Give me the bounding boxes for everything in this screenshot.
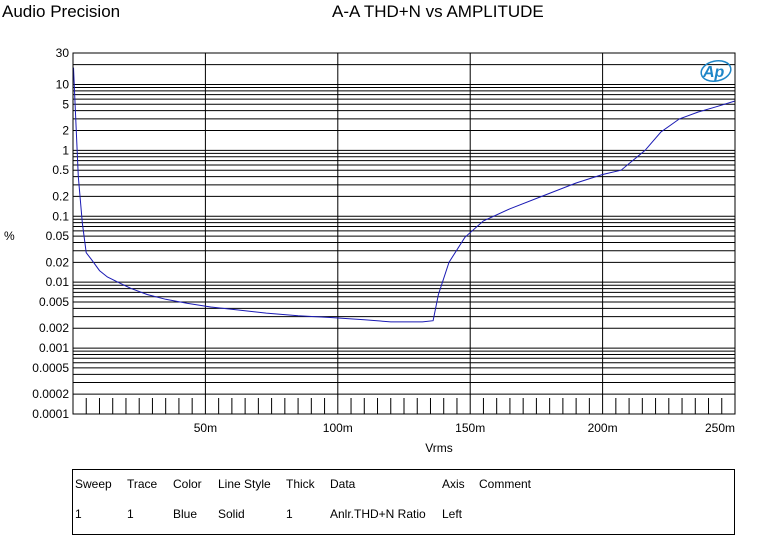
trace-legend-table: Sweep Trace Color Line Style Thick Data Axis Co… <box>72 469 735 535</box>
thd-n-trace-line <box>73 67 736 323</box>
ap-logo-icon: Ap <box>700 59 732 83</box>
y-tick-label: 0.01 <box>46 275 70 289</box>
legend-header-cell: Sweep <box>75 477 112 491</box>
y-tick-label: 2 <box>62 124 69 138</box>
y-tick-label: 5 <box>62 97 69 111</box>
y-tick-label: 0.05 <box>46 229 70 243</box>
thd-amplitude-chart: 30 10 5 2 1 0.5 0.2 0.1 0.05 0.02 0.01 0.005 0.002 0.… <box>4 46 736 455</box>
y-tick-label: 0.002 <box>39 321 69 335</box>
legend-header-cell: Comment <box>479 477 532 491</box>
legend-cell: 1 <box>286 507 293 521</box>
y-tick-label: 10 <box>56 77 70 91</box>
x-tick-labels: 50m 100m 150m 200m 250m <box>194 421 735 435</box>
y-tick-label: 0.001 <box>39 341 69 355</box>
logo-text: Ap <box>702 64 725 81</box>
legend-cell: Solid <box>218 507 245 521</box>
brand-name: Audio Precision <box>2 2 121 21</box>
plot-frame <box>72 52 736 415</box>
legend-cell: 1 <box>75 507 82 521</box>
legend-cell: 1 <box>127 507 134 521</box>
x-tick-label: 250m <box>705 421 735 435</box>
y-tick-label: 0.0005 <box>32 361 69 375</box>
x-axis-label: Vrms <box>425 441 453 455</box>
legend-header-cell: Color <box>173 477 202 491</box>
legend-header-cell: Trace <box>127 477 158 491</box>
chart-title: A-A THD+N vs AMPLITUDE <box>332 2 544 21</box>
legend-header-cell: Thick <box>286 477 315 491</box>
legend-header-cell: Line Style <box>218 477 271 491</box>
y-tick-label: 0.005 <box>39 295 69 309</box>
y-tick-label: 0.0001 <box>32 407 69 421</box>
x-tick-label: 100m <box>323 421 353 435</box>
legend-header-cell: Axis <box>442 477 465 491</box>
legend-cell: Anlr.THD+N Ratio <box>330 507 426 521</box>
y-axis-label: % <box>4 229 15 243</box>
y-tick-label: 0.5 <box>52 163 69 177</box>
y-tick-label: 30 <box>56 46 70 60</box>
legend-cell: Left <box>442 507 463 521</box>
legend-header-cell: Data <box>330 477 356 491</box>
legend-cell: Blue <box>173 507 198 521</box>
y-tick-label: 0.2 <box>52 189 69 203</box>
x-tick-label: 150m <box>455 421 485 435</box>
y-tick-labels: 30 10 5 2 1 0.5 0.2 0.1 0.05 0.02 0.01 0.005 0.002 0.… <box>32 46 69 421</box>
y-tick-label: 0.0002 <box>32 387 69 401</box>
x-tick-label: 50m <box>194 421 217 435</box>
y-tick-label: 0.02 <box>46 255 70 269</box>
x-minor-ticks <box>85 398 723 414</box>
minor-grid <box>73 52 735 415</box>
y-tick-label: 1 <box>62 143 69 157</box>
major-grid <box>204 53 736 414</box>
y-tick-label: 0.1 <box>52 209 69 223</box>
x-tick-label: 200m <box>588 421 618 435</box>
